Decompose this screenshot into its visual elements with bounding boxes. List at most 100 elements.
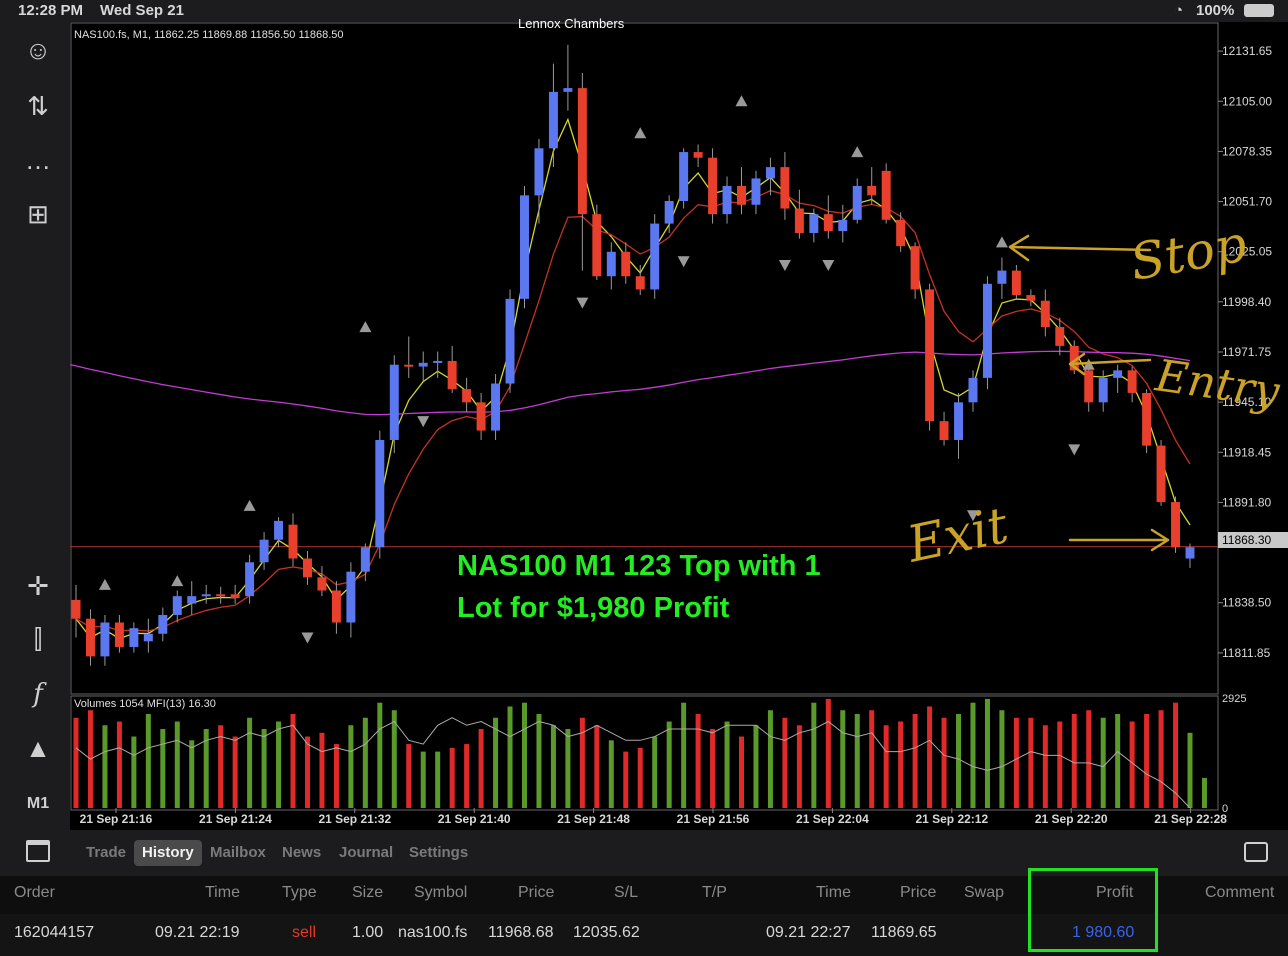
candle-body [563, 88, 573, 92]
tab-history[interactable]: History [134, 840, 202, 866]
volume-bar [145, 713, 151, 808]
fractal-up-marker [995, 236, 1008, 248]
fractal-up-marker [359, 321, 372, 333]
candle-body [317, 577, 327, 591]
candle-body [1171, 502, 1181, 548]
candle-body [302, 558, 312, 578]
volume-bar [984, 698, 990, 808]
objects-icon[interactable]: ▲ [25, 732, 51, 763]
volume-bar [565, 729, 571, 808]
volume-bar [464, 744, 470, 808]
price-tick-label: 12105.00 [1222, 94, 1272, 108]
volume-bar [73, 717, 79, 808]
volume-bar [767, 710, 773, 808]
crosshair-icon[interactable]: ✛ [27, 570, 49, 601]
tab-journal[interactable]: Journal [339, 844, 394, 861]
volume-bar [724, 721, 730, 808]
candle-body [201, 594, 211, 597]
account-icon[interactable]: ☺ [24, 34, 52, 65]
col-size: Size [352, 884, 384, 901]
current-price-label: 11868.30 [1222, 533, 1271, 547]
chart-area[interactable]: 12131.65 12105.00 12078.35 12051.70 12025.05… [69, 22, 1288, 830]
candle-body [606, 251, 616, 277]
candle-body [577, 88, 587, 215]
tab-settings[interactable]: Settings [409, 844, 469, 861]
price-tick-label: 11811.85 [1222, 646, 1271, 660]
candle-body [447, 360, 457, 390]
candle-body [375, 439, 385, 548]
volume-bar [521, 702, 527, 808]
candle-body [548, 91, 558, 149]
tab-news[interactable]: News [282, 844, 322, 861]
status-bar: 12:28 PM Wed Sep 21 ◔ 100% [0, 0, 1288, 22]
volume-bar [825, 698, 831, 808]
candle-body [1156, 445, 1166, 503]
volume-bar [116, 721, 122, 808]
candle-body [867, 185, 877, 196]
fractal-up-marker [851, 146, 864, 158]
price-tick-label: 12131.65 [1222, 44, 1272, 58]
candle-body [1084, 370, 1094, 403]
volume-bar [1187, 732, 1193, 808]
candle-body [939, 421, 949, 440]
calendar-icon[interactable] [26, 840, 50, 862]
candlestick-icon[interactable]: ⫿ [33, 624, 43, 654]
stop-loss: 12035.62 [573, 924, 640, 941]
wifi-icon: ◔ [1174, 2, 1184, 19]
tab-trade[interactable]: Trade [86, 844, 127, 861]
annotation-line-2: Lot for $1,980 Profit [457, 592, 730, 624]
trade-arrows-icon[interactable]: ⇅ [27, 90, 49, 121]
status-time: 12:28 PM [18, 2, 84, 19]
candle-body [389, 364, 399, 440]
volume-tick-label: 0 [1222, 803, 1228, 815]
volume-bar [449, 747, 455, 808]
candle-body [751, 178, 761, 205]
col-time-open: Time [205, 884, 240, 901]
candle-body [664, 200, 674, 224]
time-tick-label: 21 Sep 22:04 [796, 812, 869, 826]
volume-bar [1100, 717, 1106, 808]
volume-pane-border [70, 695, 1219, 811]
time-tick-label: 21 Sep 21:24 [199, 812, 272, 826]
candle-body [1142, 392, 1152, 446]
stop-arrow [1008, 234, 1152, 262]
history-table-header: Order Time Type Size Symbol Price S/L T/… [0, 876, 1288, 914]
volume-bar [362, 717, 368, 808]
candle-body [433, 360, 443, 363]
trade-symbol: nas100.fs [398, 924, 468, 941]
volume-bar [478, 729, 484, 808]
candle-body [331, 590, 341, 623]
fractal-up-marker [243, 499, 256, 511]
candle-body [954, 402, 964, 440]
price-chart[interactable]: 12131.65 12105.00 12078.35 12051.70 12025.05… [69, 22, 1288, 830]
price-tick-label: 12078.35 [1222, 144, 1272, 158]
candle-body [925, 289, 935, 422]
indicators-icon[interactable]: f [33, 679, 43, 709]
col-symbol: Symbol [414, 884, 468, 901]
candle-body [534, 148, 544, 196]
volume-bar [739, 736, 745, 808]
layout-toggle-icon[interactable] [1244, 842, 1268, 862]
tab-mailbox[interactable]: Mailbox [210, 844, 266, 861]
timeframe-button[interactable]: M1 [26, 795, 50, 812]
volume-bar [1057, 721, 1063, 808]
volume-bar [174, 721, 180, 808]
trade-size: 1.00 [352, 924, 384, 941]
fractal-down-marker [576, 297, 589, 309]
volume-bar [840, 710, 846, 808]
candle-body [100, 622, 110, 657]
candle-body [794, 208, 804, 233]
new-order-icon[interactable]: ⊞ [27, 198, 49, 229]
volume-bar [796, 725, 802, 808]
time-tick-label: 21 Sep 21:56 [677, 812, 750, 826]
volume-bar [377, 702, 383, 808]
candle-body [505, 298, 515, 384]
candle-body [708, 157, 718, 215]
candle-body [679, 152, 689, 201]
volume-bar [1158, 710, 1164, 808]
candle-body [404, 364, 414, 367]
chat-icon[interactable]: … [25, 144, 51, 175]
ma-slow-line [75, 189, 1191, 632]
candle-body [172, 596, 182, 615]
candle-body [346, 571, 356, 623]
